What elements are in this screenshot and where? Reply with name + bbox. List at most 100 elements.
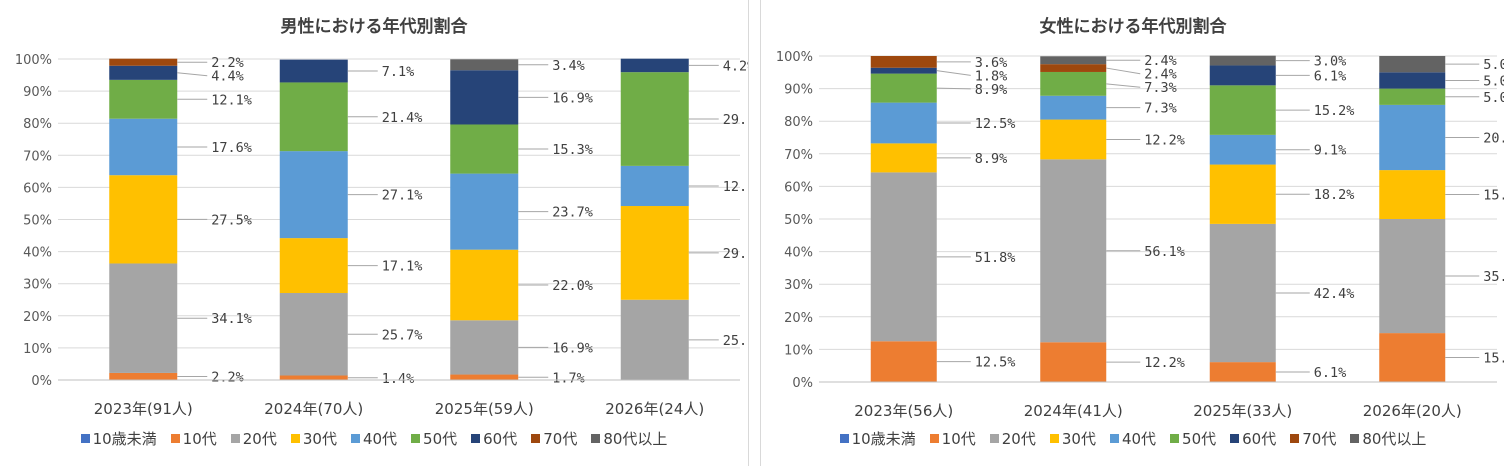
legend-swatch — [411, 434, 421, 443]
bar-segment — [109, 118, 178, 176]
data-label: 20.0% — [1483, 131, 1504, 147]
data-label: 2.2% — [211, 369, 244, 385]
legend-item: 50代 — [1170, 428, 1216, 449]
bar-segment — [620, 299, 689, 380]
y-tick-label: 100% — [776, 50, 813, 65]
legend-label: 10歳未満 — [851, 430, 916, 448]
legend-label: 60代 — [1242, 430, 1277, 448]
bar-segment — [1209, 55, 1276, 66]
legend-item: 80代以上 — [591, 428, 667, 449]
bar-segment — [1209, 65, 1276, 86]
legend-swatch — [591, 434, 601, 443]
y-tick-label: 70% — [23, 149, 52, 164]
legend-label: 50代 — [1182, 430, 1217, 448]
data-label: 1.8% — [975, 68, 1008, 84]
data-label: 1.4% — [382, 371, 415, 387]
legend-swatch — [839, 434, 849, 443]
legend-item: 20代 — [989, 428, 1036, 449]
bar-segment — [870, 341, 937, 382]
bar-segment — [1040, 119, 1107, 160]
legend-label: 40代 — [1121, 430, 1157, 448]
bar-segment — [1379, 72, 1446, 89]
legend-swatch — [350, 434, 360, 443]
bar-segment — [1379, 170, 1446, 219]
data-label: 12.5% — [975, 355, 1016, 371]
data-label: 16.9% — [552, 90, 593, 106]
y-tick-label: 30% — [784, 278, 813, 293]
bar-segment — [450, 124, 519, 174]
bar-segment — [870, 143, 937, 173]
bar-segment — [620, 72, 689, 166]
legend-label: 30代 — [1061, 430, 1096, 448]
data-label: 7.3% — [1144, 101, 1177, 117]
data-label-leader — [177, 72, 208, 77]
bar-segment — [279, 375, 348, 380]
data-label: 25.0% — [723, 333, 748, 349]
bar-segment — [870, 102, 937, 144]
data-label: 29.2% — [723, 112, 748, 128]
data-label: 21.4% — [382, 110, 423, 126]
bar-segment — [1040, 95, 1107, 120]
male-chart-panel: 男性における年代別割合 0% 10% 20% 30% 40% 50% 60% 70% 80% 90… — [0, 0, 749, 466]
data-label: 17.1% — [382, 259, 423, 275]
male-chart-plot: 0%10%20%30%40%50%60%70%80%90%100% 2.2%4.4… — [15, 53, 748, 418]
legend-item: 10歳未満 — [839, 428, 916, 449]
data-label: 51.8% — [975, 250, 1016, 266]
y-tick-label: 70% — [784, 148, 813, 163]
y-tick-label: 80% — [784, 115, 813, 130]
y-tick-label: 20% — [784, 311, 813, 326]
bar-segment — [1209, 164, 1276, 224]
legend-label: 20代 — [1001, 430, 1036, 448]
data-label: 12.5% — [975, 116, 1016, 132]
data-label: 9.1% — [1314, 143, 1347, 159]
bar-segment — [870, 172, 937, 342]
legend-swatch — [1290, 434, 1300, 443]
y-tick-label: 50% — [23, 214, 52, 229]
female-chart-panel: 女性における年代別割合 0% 10% 20% 30% 40% 50% 60% 70% 80% 90… — [760, 0, 1504, 466]
data-label: 12.2% — [1144, 355, 1185, 371]
legend-label: 20代 — [242, 430, 277, 448]
bar-segment — [1040, 56, 1107, 65]
bar-segment — [1379, 56, 1446, 73]
legend-label: 80代以上 — [603, 430, 668, 448]
data-label: 42.4% — [1314, 286, 1355, 302]
legend-item: 30代 — [1049, 428, 1096, 449]
y-tick-label: 90% — [784, 83, 813, 98]
y-tick-label: 100% — [15, 53, 52, 68]
data-label: 12.2% — [1144, 132, 1185, 148]
legend-label: 10歳未満 — [92, 430, 157, 448]
bar-segment — [450, 374, 519, 380]
bar-segment — [450, 59, 519, 71]
legend-label: 10代 — [182, 430, 217, 448]
bar-segment — [1209, 85, 1276, 135]
legend-label: 50代 — [423, 430, 458, 448]
data-label: 15.0% — [1483, 351, 1504, 367]
bar-segment — [1040, 64, 1107, 72]
legend-label: 70代 — [543, 430, 578, 448]
data-label: 35.0% — [1483, 269, 1504, 285]
bar-segment — [279, 238, 348, 294]
data-label: 18.2% — [1314, 187, 1355, 203]
y-tick-label: 20% — [23, 310, 52, 325]
legend-label: 60代 — [483, 430, 518, 448]
bar-segment — [109, 58, 178, 66]
legend-swatch — [80, 434, 90, 443]
bar-segment — [450, 249, 519, 321]
data-label: 2.2% — [211, 55, 244, 71]
legend-swatch — [471, 434, 481, 443]
x-tick-label: 2026年(20人) — [1363, 402, 1462, 420]
data-label-leader — [936, 87, 971, 90]
legend-item: 20代 — [230, 428, 277, 449]
chart-title: 男性における年代別割合 — [280, 17, 468, 37]
data-label: 3.4% — [552, 58, 585, 74]
legend-swatch — [230, 434, 240, 443]
legend-item: 30代 — [290, 428, 337, 449]
data-label: 2.4% — [1144, 53, 1177, 69]
bar-segment — [1379, 88, 1446, 105]
x-tick-label: 2024年(70人) — [264, 400, 363, 418]
bar-segment — [109, 372, 178, 380]
legend-item: 80代以上 — [1350, 428, 1426, 449]
bar-segment — [1209, 134, 1276, 165]
legend-item: 10歳未満 — [80, 428, 157, 449]
bar-segment — [1040, 71, 1107, 96]
